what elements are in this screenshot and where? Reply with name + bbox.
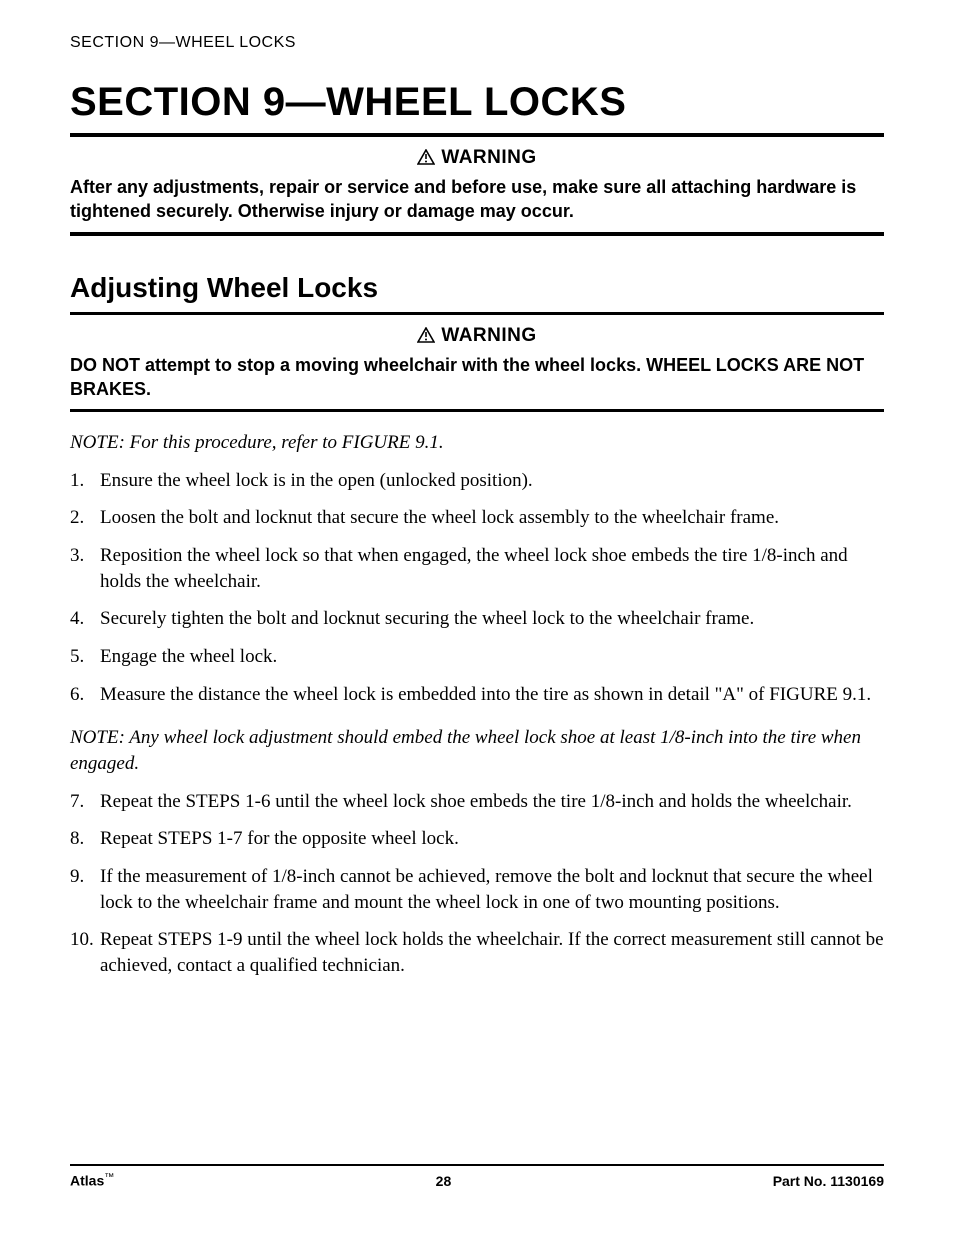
step-item: Repeat STEPS 1-9 until the wheel lock ho… xyxy=(70,927,884,978)
steps-list-b: Repeat the STEPS 1-6 until the wheel loc… xyxy=(70,789,884,979)
footer-page-number: 28 xyxy=(436,1173,452,1189)
footer-part-number: Part No. 1130169 xyxy=(773,1173,884,1189)
rule-med-1 xyxy=(70,312,884,315)
step-item: Reposition the wheel lock so that when e… xyxy=(70,543,884,594)
warning-label-2: WARNING xyxy=(441,325,536,346)
step-item: Ensure the wheel lock is in the open (un… xyxy=(70,468,884,494)
page-footer: Atlas™ 28 Part No. 1130169 xyxy=(70,1164,884,1189)
note-2: NOTE: Any wheel lock adjustment should e… xyxy=(70,725,884,776)
footer-tm: ™ xyxy=(104,1172,114,1183)
running-head: SECTION 9—WHEEL LOCKS xyxy=(70,34,884,52)
step-item: Engage the wheel lock. xyxy=(70,644,884,670)
rule-thick-1 xyxy=(70,133,884,137)
note-1: NOTE: For this procedure, refer to FIGUR… xyxy=(70,430,884,456)
step-item: If the measurement of 1/8-inch cannot be… xyxy=(70,864,884,915)
footer-product: Atlas xyxy=(70,1173,104,1189)
warning-triangle-icon xyxy=(417,327,435,349)
step-item: Loosen the bolt and locknut that secure … xyxy=(70,505,884,531)
warning-text-2: DO NOT attempt to stop a moving wheelcha… xyxy=(70,353,884,402)
page: SECTION 9—WHEEL LOCKS SECTION 9—WHEEL LO… xyxy=(0,0,954,978)
rule-med-2 xyxy=(70,409,884,412)
warning-label-1: WARNING xyxy=(441,147,536,168)
step-item: Securely tighten the bolt and locknut se… xyxy=(70,606,884,632)
warning-text-1: After any adjustments, repair or service… xyxy=(70,175,884,224)
warning-heading-1: WARNING xyxy=(70,147,884,171)
subheading-adjusting: Adjusting Wheel Locks xyxy=(70,272,884,304)
rule-thick-2 xyxy=(70,232,884,236)
step-item: Repeat STEPS 1-7 for the opposite wheel … xyxy=(70,826,884,852)
warning-triangle-icon xyxy=(417,149,435,171)
step-item: Measure the distance the wheel lock is e… xyxy=(70,682,884,708)
footer-left: Atlas™ xyxy=(70,1172,114,1189)
warning-heading-2: WARNING xyxy=(70,325,884,349)
step-item: Repeat the STEPS 1-6 until the wheel loc… xyxy=(70,789,884,815)
steps-list-a: Ensure the wheel lock is in the open (un… xyxy=(70,468,884,707)
section-title: SECTION 9—WHEEL LOCKS xyxy=(70,80,884,125)
footer-rule xyxy=(70,1164,884,1166)
